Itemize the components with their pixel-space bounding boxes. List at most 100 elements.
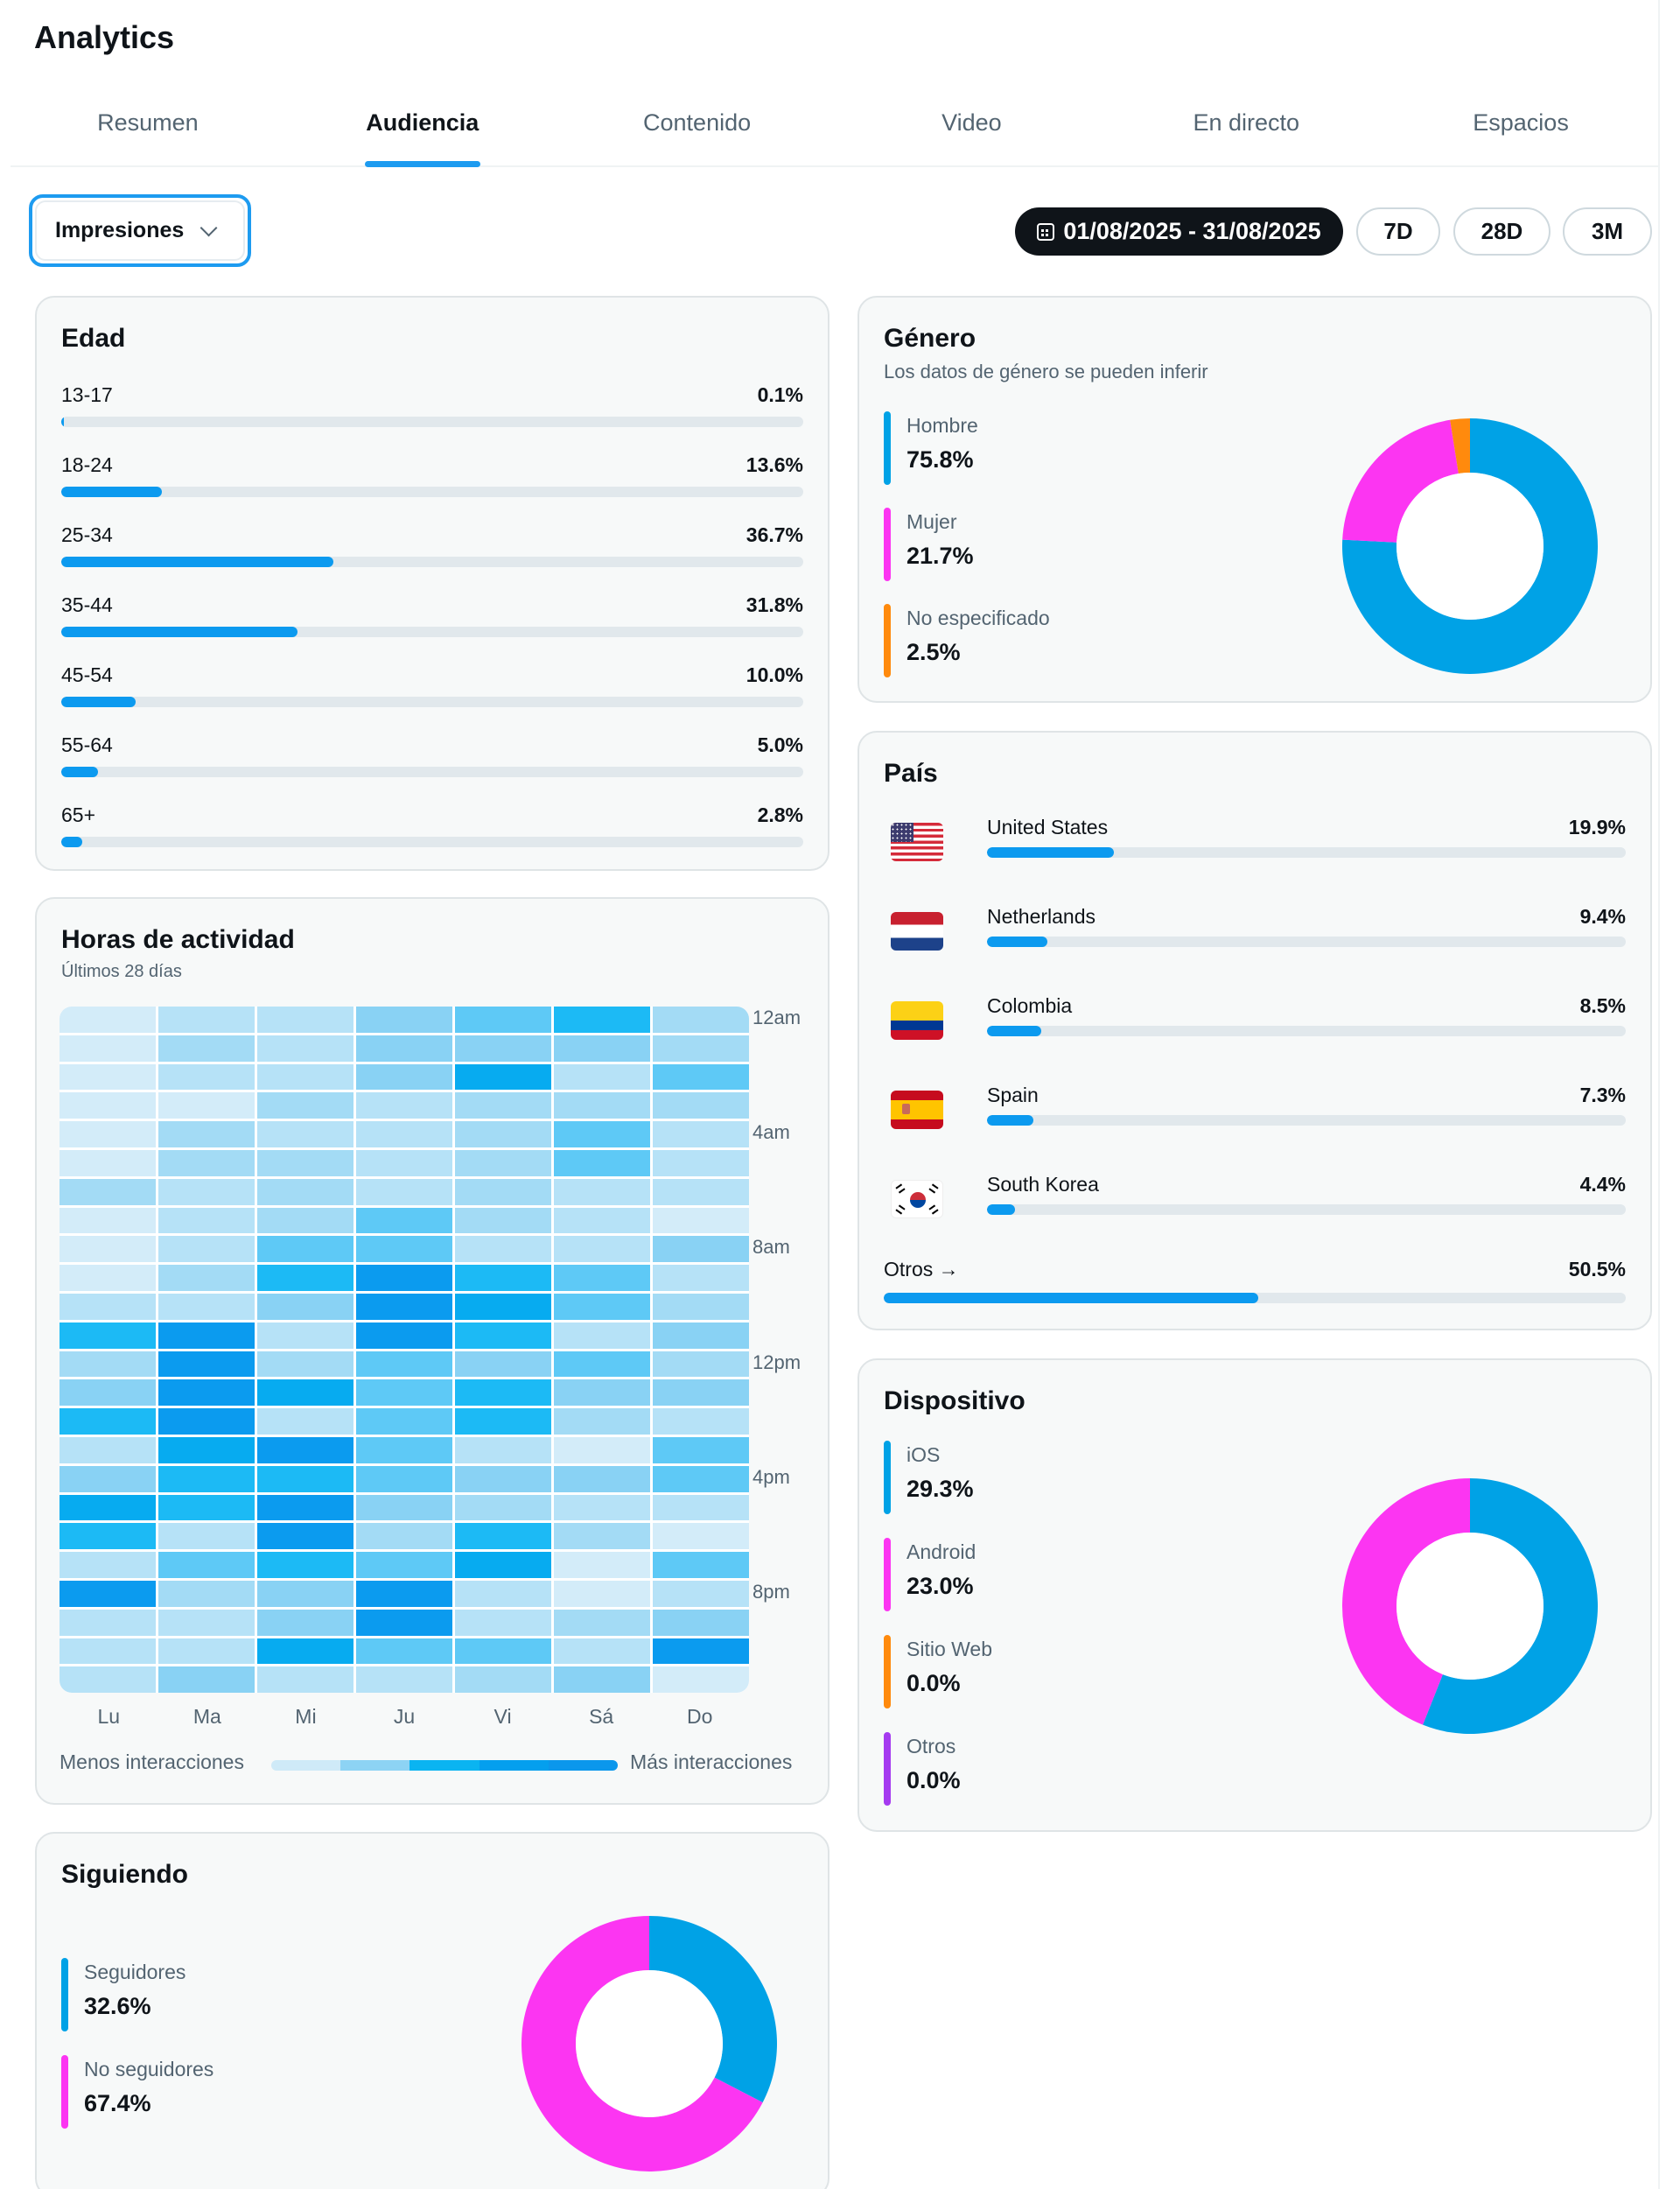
heatmap-cell[interactable] bbox=[356, 1638, 452, 1665]
heatmap-cell[interactable] bbox=[554, 1063, 650, 1091]
heatmap-cell[interactable] bbox=[554, 1351, 650, 1378]
heatmap-cell[interactable] bbox=[455, 1666, 551, 1694]
heatmap-cell[interactable] bbox=[455, 1265, 551, 1291]
heatmap-cell[interactable] bbox=[60, 1465, 156, 1492]
heatmap-cell[interactable] bbox=[257, 1207, 354, 1234]
heatmap-cell[interactable] bbox=[554, 1293, 650, 1320]
heatmap-cell[interactable] bbox=[257, 1063, 354, 1091]
heatmap-cell[interactable] bbox=[257, 1178, 354, 1205]
heatmap-cell[interactable] bbox=[356, 1494, 452, 1521]
heatmap-cell[interactable] bbox=[653, 1236, 749, 1263]
heatmap-cell[interactable] bbox=[60, 1523, 156, 1550]
range-3m-button[interactable]: 3M bbox=[1563, 207, 1652, 256]
heatmap-cell[interactable] bbox=[257, 1465, 354, 1492]
heatmap-cell[interactable] bbox=[257, 1523, 354, 1550]
heatmap-cell[interactable] bbox=[554, 1523, 650, 1550]
heatmap-cell[interactable] bbox=[257, 1351, 354, 1378]
heatmap-cell[interactable] bbox=[60, 1207, 156, 1234]
heatmap-cell[interactable] bbox=[653, 1436, 749, 1463]
heatmap-cell[interactable] bbox=[60, 1351, 156, 1378]
heatmap-cell[interactable] bbox=[356, 1351, 452, 1378]
heatmap-cell[interactable] bbox=[653, 1207, 749, 1234]
device-slice-ios[interactable] bbox=[1423, 1478, 1598, 1734]
heatmap-cell[interactable] bbox=[455, 1436, 551, 1463]
heatmap-cell[interactable] bbox=[455, 1149, 551, 1176]
heatmap-cell[interactable] bbox=[554, 1236, 650, 1263]
heatmap-cell[interactable] bbox=[356, 1149, 452, 1176]
heatmap-cell[interactable] bbox=[455, 1638, 551, 1665]
heatmap-cell[interactable] bbox=[356, 1322, 452, 1349]
heatmap-cell[interactable] bbox=[653, 1063, 749, 1091]
heatmap-cell[interactable] bbox=[455, 1007, 551, 1033]
heatmap-cell[interactable] bbox=[60, 1580, 156, 1607]
heatmap-cell[interactable] bbox=[455, 1207, 551, 1234]
range-7d-button[interactable]: 7D bbox=[1356, 207, 1440, 256]
heatmap-cell[interactable] bbox=[455, 1523, 551, 1550]
heatmap-cell[interactable] bbox=[554, 1149, 650, 1176]
gender-slice-no-especificado[interactable] bbox=[1450, 418, 1470, 474]
heatmap-cell[interactable] bbox=[257, 1035, 354, 1062]
heatmap-cell[interactable] bbox=[158, 1351, 255, 1378]
heatmap-cell[interactable] bbox=[257, 1552, 354, 1578]
heatmap-cell[interactable] bbox=[257, 1121, 354, 1147]
heatmap-cell[interactable] bbox=[158, 1236, 255, 1263]
tab-espacios[interactable]: Espacios bbox=[1383, 92, 1658, 165]
heatmap-cell[interactable] bbox=[257, 1436, 354, 1463]
heatmap-cell[interactable] bbox=[257, 1092, 354, 1119]
heatmap-cell[interactable] bbox=[257, 1265, 354, 1291]
heatmap-cell[interactable] bbox=[455, 1035, 551, 1062]
heatmap-cell[interactable] bbox=[158, 1092, 255, 1119]
heatmap-cell[interactable] bbox=[455, 1609, 551, 1636]
heatmap-cell[interactable] bbox=[653, 1149, 749, 1176]
heatmap-cell[interactable] bbox=[158, 1523, 255, 1550]
heatmap-cell[interactable] bbox=[158, 1465, 255, 1492]
heatmap-cell[interactable] bbox=[60, 1494, 156, 1521]
heatmap-cell[interactable] bbox=[158, 1149, 255, 1176]
heatmap-cell[interactable] bbox=[455, 1379, 551, 1407]
heatmap-cell[interactable] bbox=[653, 1035, 749, 1062]
heatmap-cell[interactable] bbox=[60, 1552, 156, 1578]
heatmap-cell[interactable] bbox=[455, 1178, 551, 1205]
tab-contenido[interactable]: Contenido bbox=[560, 92, 835, 165]
heatmap-cell[interactable] bbox=[158, 1379, 255, 1407]
heatmap-cell[interactable] bbox=[455, 1494, 551, 1521]
heatmap-cell[interactable] bbox=[653, 1379, 749, 1407]
heatmap-cell[interactable] bbox=[257, 1007, 354, 1033]
heatmap-cell[interactable] bbox=[356, 1063, 452, 1091]
gender-slice-hombre[interactable] bbox=[1342, 418, 1598, 674]
heatmap-cell[interactable] bbox=[554, 1436, 650, 1463]
heatmap-cell[interactable] bbox=[554, 1408, 650, 1435]
device-slice-android[interactable] bbox=[1342, 1478, 1470, 1725]
heatmap-cell[interactable] bbox=[158, 1638, 255, 1665]
heatmap-cell[interactable] bbox=[60, 1063, 156, 1091]
heatmap-cell[interactable] bbox=[356, 1121, 452, 1147]
heatmap-cell[interactable] bbox=[257, 1236, 354, 1263]
heatmap-cell[interactable] bbox=[158, 1666, 255, 1694]
following-slice-seguidores[interactable] bbox=[649, 1916, 777, 2103]
heatmap-cell[interactable] bbox=[60, 1007, 156, 1033]
heatmap-cell[interactable] bbox=[653, 1552, 749, 1578]
heatmap-cell[interactable] bbox=[455, 1236, 551, 1263]
metric-dropdown[interactable]: Impresiones bbox=[29, 194, 251, 267]
heatmap-cell[interactable] bbox=[653, 1523, 749, 1550]
heatmap-cell[interactable] bbox=[158, 1063, 255, 1091]
heatmap-cell[interactable] bbox=[356, 1436, 452, 1463]
heatmap-cell[interactable] bbox=[455, 1063, 551, 1091]
heatmap-cell[interactable] bbox=[554, 1494, 650, 1521]
heatmap-cell[interactable] bbox=[653, 1494, 749, 1521]
heatmap-cell[interactable] bbox=[356, 1178, 452, 1205]
tab-en-directo[interactable]: En directo bbox=[1109, 92, 1383, 165]
heatmap-cell[interactable] bbox=[257, 1149, 354, 1176]
heatmap-cell[interactable] bbox=[356, 1207, 452, 1234]
heatmap-cell[interactable] bbox=[356, 1379, 452, 1407]
heatmap-cell[interactable] bbox=[60, 1035, 156, 1062]
heatmap-cell[interactable] bbox=[158, 1007, 255, 1033]
heatmap-cell[interactable] bbox=[554, 1379, 650, 1407]
heatmap-cell[interactable] bbox=[455, 1351, 551, 1378]
heatmap-cell[interactable] bbox=[554, 1121, 650, 1147]
heatmap-cell[interactable] bbox=[653, 1293, 749, 1320]
heatmap-cell[interactable] bbox=[257, 1494, 354, 1521]
heatmap-cell[interactable] bbox=[554, 1465, 650, 1492]
heatmap-cell[interactable] bbox=[455, 1121, 551, 1147]
tab-audiencia[interactable]: Audiencia bbox=[285, 92, 560, 167]
